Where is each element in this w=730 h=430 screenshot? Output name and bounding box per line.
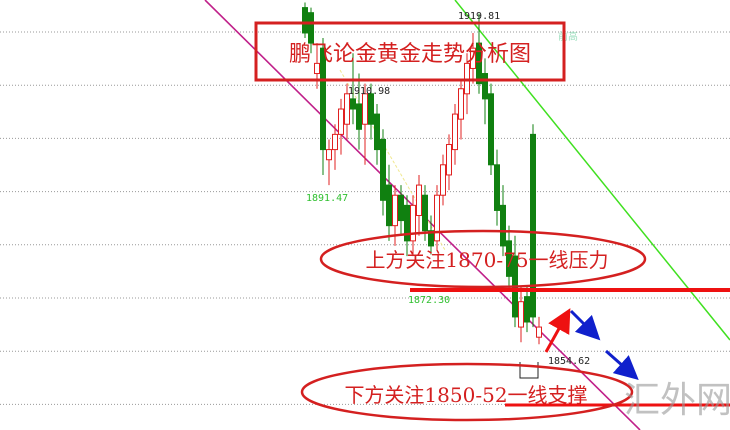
candle-up — [458, 78, 464, 140]
trendline-green — [454, 0, 730, 341]
arrow-up-icon — [544, 308, 571, 353]
candle-body — [314, 62, 320, 75]
candle-down — [302, 2, 308, 39]
candle-down — [482, 58, 488, 125]
candle-down — [398, 185, 404, 236]
candle-body — [344, 93, 350, 125]
candle-down — [368, 83, 374, 140]
arrow-down-icon — [569, 309, 601, 341]
candle-body — [470, 47, 476, 69]
candle-body — [386, 184, 392, 227]
candle-down — [356, 73, 362, 150]
candle-down — [530, 124, 536, 328]
candle-body — [536, 326, 542, 338]
label-low: 1854.62 — [548, 356, 590, 367]
candle-up — [536, 316, 542, 345]
candle-body — [434, 194, 440, 242]
label-1891: 1891.47 — [306, 193, 348, 204]
candle-body — [368, 93, 374, 125]
candle-body — [452, 113, 458, 151]
candle-body — [488, 93, 494, 166]
candle-up — [470, 32, 476, 84]
candle-body — [404, 204, 410, 242]
candle-body — [500, 204, 506, 247]
candle-body — [326, 149, 332, 161]
candle-up — [362, 83, 368, 165]
candle-up — [410, 195, 416, 257]
label-1872: 1872.30 — [408, 295, 450, 306]
candle-up — [416, 174, 422, 236]
candle-body — [392, 194, 398, 227]
candle-body — [482, 73, 488, 100]
candle-body — [446, 144, 452, 176]
candle-body — [530, 133, 536, 318]
candle-up — [344, 83, 350, 140]
candle-body — [524, 296, 530, 323]
candle-body — [494, 164, 500, 211]
candle-up — [434, 185, 440, 252]
candle-body — [506, 240, 512, 277]
low-bracket — [519, 362, 539, 379]
candle-down — [374, 103, 380, 165]
label-high: 1919.81 — [458, 11, 500, 22]
candle-body — [362, 93, 368, 125]
candle-body — [422, 194, 428, 232]
candle-up — [440, 154, 446, 206]
candle-down — [380, 129, 386, 216]
candle-body — [374, 113, 380, 151]
candle-up — [326, 139, 332, 186]
chart-title: 鹏飞论金黄金走势分析图 — [289, 42, 531, 67]
candle-up — [446, 134, 452, 191]
candle-down — [404, 195, 410, 257]
title-box — [254, 21, 566, 82]
support-ellipse — [300, 362, 634, 422]
candle-body — [476, 42, 482, 85]
candle-body — [350, 98, 356, 110]
label-1910: 1910.98 — [348, 86, 390, 97]
candle-down — [428, 215, 434, 255]
candle-down — [506, 225, 512, 287]
candle-body — [410, 204, 416, 242]
candle-body — [338, 108, 344, 135]
candles — [302, 2, 542, 345]
candle-up — [452, 103, 458, 165]
arrow-down-icon — [605, 349, 639, 380]
candle-down — [500, 185, 506, 257]
candle-body — [458, 88, 464, 120]
candle-body — [428, 230, 434, 247]
resistance-annotation: 上方关注1870-75一线压力 — [365, 248, 608, 272]
candle-body — [308, 12, 314, 44]
candle-up — [332, 124, 338, 170]
candle-up — [518, 286, 524, 343]
candle-down — [320, 38, 326, 175]
candle-body — [380, 138, 386, 201]
candle-body — [320, 47, 326, 151]
support-annotation: 下方关注1850-52一线支撑 — [344, 383, 587, 407]
marker-previous-high: 前高 — [558, 30, 578, 43]
candle-down — [494, 149, 500, 226]
candle-body — [398, 194, 404, 222]
candle-down — [386, 164, 392, 241]
candle-body — [440, 164, 446, 196]
candle-down — [308, 7, 314, 54]
candle-body — [356, 103, 362, 130]
watermark: 汇外网 — [624, 380, 730, 421]
candle-down — [350, 53, 356, 125]
candle-down — [488, 83, 494, 175]
resistance-ellipse — [319, 229, 647, 289]
candle-body — [416, 184, 422, 217]
candle-down — [524, 286, 530, 333]
candle-body — [518, 301, 524, 328]
candle-up — [338, 98, 344, 155]
candle-body — [332, 133, 338, 151]
candle-body — [302, 7, 308, 34]
